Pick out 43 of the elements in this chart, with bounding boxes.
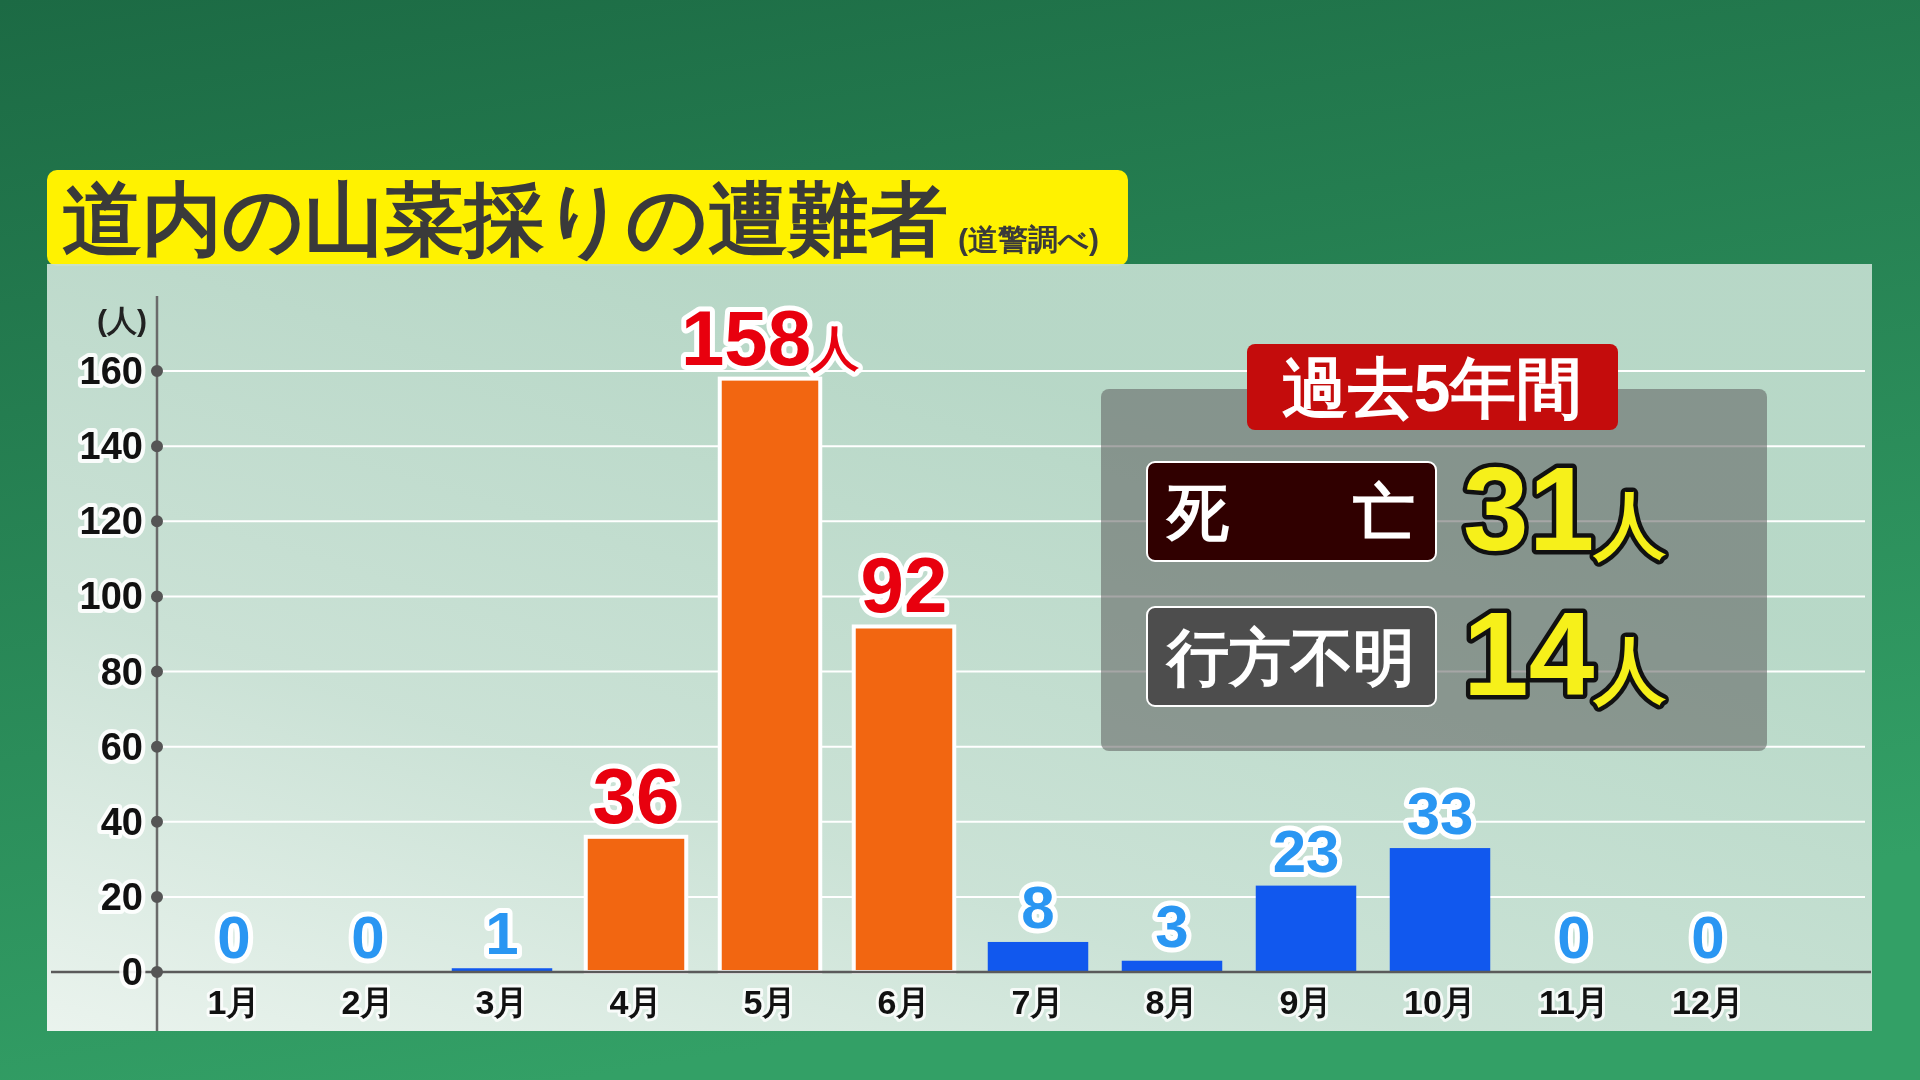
data-label: 1 [485, 900, 519, 968]
chart-subtitle: (道警調べ) [958, 223, 1099, 256]
x-tick-label: 3月 [475, 983, 529, 1021]
bar [1255, 885, 1357, 972]
data-label: 0 [1557, 904, 1591, 971]
annotation: 死 亡 [1165, 477, 1415, 547]
x-tick-label: 8月 [1145, 983, 1199, 1021]
x-tick-label: 11月 [1539, 983, 1609, 1021]
data-label: 0 [217, 904, 251, 971]
y-tick-label: 60 [100, 725, 143, 768]
data-label: 36 [592, 751, 680, 840]
x-tick-label: 5月 [743, 983, 797, 1021]
x-tick-label: 7月 [1011, 983, 1065, 1021]
annotation: 31人 [1463, 443, 1667, 575]
data-label: 3 [1155, 892, 1189, 960]
x-tick-label: 9月 [1279, 983, 1333, 1021]
y-tick-label: 100 [79, 575, 143, 618]
annotation: 過去5年間 [1281, 351, 1583, 425]
x-tick-label: 1月 [207, 983, 261, 1021]
bar [1389, 848, 1491, 972]
y-tick-label: 140 [79, 425, 143, 468]
data-label: 33 [1406, 780, 1474, 848]
data-label: 0 [1691, 904, 1725, 971]
y-tick-label: 160 [79, 350, 143, 393]
annotation: 行方不明 [1165, 622, 1415, 692]
y-tick-label: 40 [100, 800, 143, 843]
x-tick-label: 10月 [1404, 983, 1476, 1021]
x-tick-label: 12月 [1672, 983, 1744, 1021]
y-tick-label: 80 [100, 650, 143, 693]
data-label: 23 [1272, 817, 1340, 885]
chart-title: 道内の山菜採りの遭難者 [62, 175, 948, 264]
y-tick-label: 120 [79, 500, 143, 543]
data-label: 158人 [680, 293, 860, 382]
y-axis-title: (人) [97, 303, 147, 337]
data-label: 8 [1021, 873, 1055, 941]
data-label: 92 [860, 541, 948, 630]
data-label: 0 [351, 904, 385, 971]
annotation: 14人 [1463, 588, 1667, 720]
x-tick-label: 4月 [609, 983, 663, 1021]
bar [987, 941, 1089, 972]
x-tick-label: 2月 [341, 983, 395, 1021]
y-tick-label: 20 [100, 875, 143, 918]
x-tick-label: 6月 [877, 983, 931, 1021]
